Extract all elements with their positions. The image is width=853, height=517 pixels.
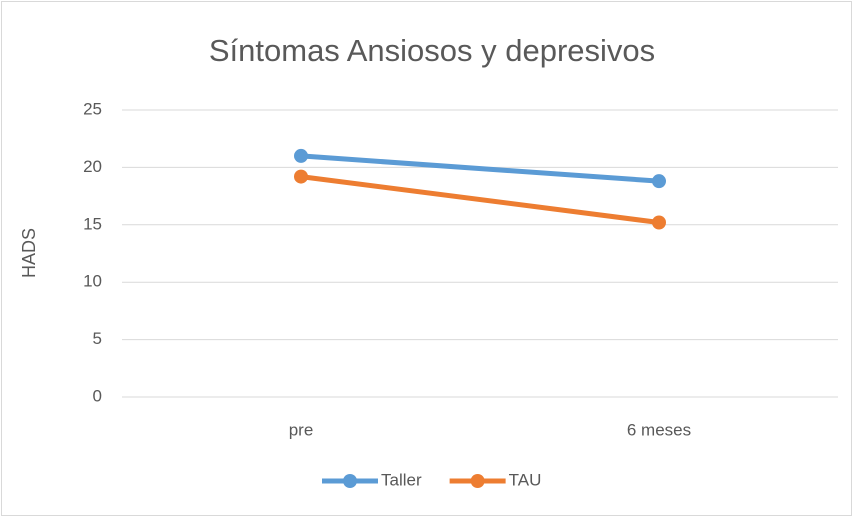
x-tick-label: pre	[289, 420, 314, 439]
series-marker	[652, 215, 666, 230]
y-tick-label: 25	[83, 99, 102, 118]
y-tick-label: 20	[83, 157, 102, 176]
y-tick-label: 10	[83, 272, 102, 291]
series-marker	[294, 169, 308, 184]
series-marker	[652, 174, 666, 189]
y-tick-label: 15	[83, 214, 102, 233]
series-line	[298, 153, 662, 184]
legend-marker	[343, 474, 357, 488]
legend-label: TAU	[509, 470, 542, 489]
series-marker	[294, 148, 308, 163]
legend-marker	[470, 474, 485, 488]
chart-title: Síntomas Ansiosos y depresivos	[209, 33, 655, 68]
y-axis-label: HADS	[19, 228, 39, 278]
legend-label: Taller	[381, 470, 422, 489]
y-tick-label: 5	[93, 329, 102, 348]
series-line	[298, 174, 662, 226]
y-tick-label: 0	[93, 386, 102, 405]
x-tick-label: 6 meses	[627, 420, 691, 439]
